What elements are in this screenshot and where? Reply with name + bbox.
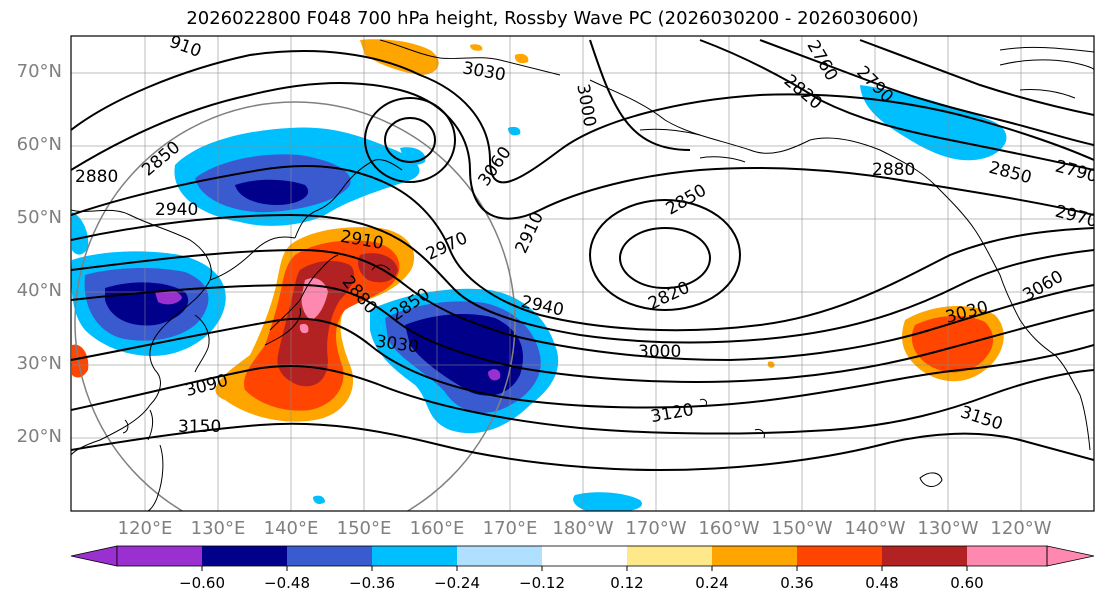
lon-label-140e: 140°E — [263, 518, 319, 539]
lat-label-20n: 20°N — [16, 426, 62, 447]
lon-label-160w: 160°W — [698, 518, 760, 539]
contour-label: 2820 — [780, 71, 826, 114]
radius-circle — [74, 101, 516, 511]
lat-label-60n: 60°N — [16, 134, 62, 155]
lat-label-30n: 30°N — [16, 353, 62, 374]
lon-label-180w: 180°W — [552, 518, 614, 539]
contour-label: 3000 — [638, 342, 681, 362]
lon-label-170w: 170°W — [625, 518, 687, 539]
colorbar-segment — [457, 546, 542, 566]
colorbar-segment — [372, 546, 457, 566]
lon-label-170e: 170°E — [482, 518, 538, 539]
colorbar-segment — [882, 546, 967, 566]
lon-label-130e: 130°E — [190, 518, 246, 539]
contour-label: 2940 — [155, 200, 198, 220]
chart-title: 2026022800 F048 700 hPa height, Rossby W… — [186, 8, 919, 29]
map-frame — [70, 35, 1095, 512]
contour-label: 2970 — [1053, 201, 1100, 232]
colorbar-segment — [117, 546, 202, 566]
lon-label-120e: 120°E — [117, 518, 173, 539]
colorbar-tick-label: −0.24 — [434, 574, 480, 592]
colorbar-segment — [627, 546, 712, 566]
lon-label-120w: 120°W — [990, 518, 1052, 539]
colorbar-segment — [967, 546, 1047, 566]
colorbar-tick-label: −0.12 — [519, 574, 565, 592]
colorbar-segment — [202, 546, 287, 566]
colorbar-tick-label: 0.48 — [865, 574, 899, 592]
lon-label-140w: 140°W — [844, 518, 906, 539]
contour-label: 2880 — [75, 167, 118, 187]
colorbar-tick-label: −0.60 — [179, 574, 225, 592]
lon-label-150w: 150°W — [771, 518, 833, 539]
contour-label: 2760 — [803, 37, 842, 84]
contour-label: 2850 — [663, 181, 710, 220]
contour-label: 3000 — [572, 82, 599, 128]
lat-label-40n: 40°N — [16, 280, 62, 301]
colorbar-segment — [797, 546, 882, 566]
lat-label-50n: 50°N — [16, 207, 62, 228]
colorbar-frame — [116, 545, 1048, 567]
colorbar-segment — [542, 546, 627, 566]
colorbar-tick-label: −0.36 — [349, 574, 395, 592]
contour-label: 3060 — [474, 143, 515, 190]
lat-label-70n: 70°N — [16, 61, 62, 82]
contour-label: 2880 — [872, 160, 915, 180]
colorbar-segment — [287, 546, 372, 566]
colorbar-tick-label: 0.60 — [950, 574, 984, 592]
contour-label: 2970 — [423, 228, 471, 264]
colorbar-tick-label: 0.24 — [695, 574, 729, 592]
contour-label: 3030 — [461, 58, 507, 85]
lon-label-130w: 130°W — [917, 518, 979, 539]
colorbar-tick-label: −0.48 — [264, 574, 310, 592]
coastlines — [71, 39, 1094, 511]
colorbar-max-extension — [1046, 545, 1095, 567]
contour-label: 2790 — [1053, 156, 1100, 187]
contour-label: 3150 — [958, 402, 1005, 434]
colorbar-segment — [712, 546, 797, 566]
contour-label: 3150 — [178, 417, 221, 437]
lon-label-160e: 160°E — [409, 518, 465, 539]
contour-label: 2850 — [987, 158, 1034, 189]
colorbar — [70, 545, 1095, 571]
colorbar-tick-label: 0.36 — [780, 574, 814, 592]
contour-label: 3060 — [1019, 267, 1066, 306]
shaded-negative-anomalies — [71, 85, 1007, 511]
contour-label: 2910 — [512, 209, 548, 257]
lon-label-150e: 150°E — [336, 518, 392, 539]
height-contours — [71, 39, 1094, 472]
colorbar-tick-label: 0.12 — [610, 574, 644, 592]
colorbar-min-extension — [70, 545, 118, 567]
